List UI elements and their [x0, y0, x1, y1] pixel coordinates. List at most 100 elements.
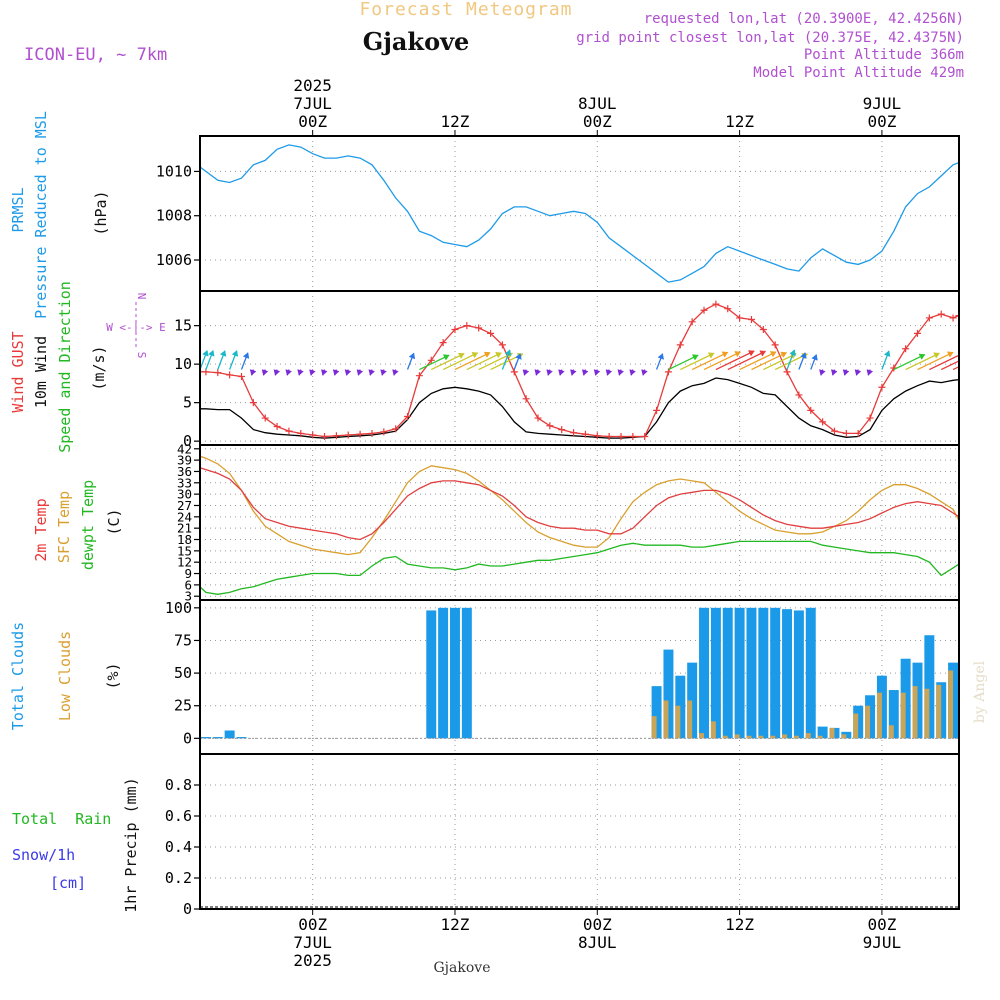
total-cloud-bar [770, 607, 781, 739]
wind-arrow-head [483, 351, 491, 358]
total-cloud-bar [426, 610, 437, 739]
total-cloud-bar [924, 635, 935, 739]
y-tick-label: 0 [183, 900, 192, 918]
total-cloud-bar [449, 607, 460, 739]
wind-arrow [680, 352, 715, 371]
y-tick-label: 0.8 [165, 776, 192, 794]
wind-arrow-head [780, 351, 788, 358]
y-tick-label: 50 [174, 664, 192, 682]
wind-arrow-head [789, 349, 796, 357]
footer-city: Gjakove [434, 960, 491, 976]
total-cloud-bar [224, 730, 235, 739]
wind-arrow [905, 352, 940, 371]
time-label-bottom: 9JUL [863, 933, 902, 952]
wind-arrow-head [309, 369, 316, 376]
gust-marker [653, 406, 661, 414]
gust-marker [415, 372, 423, 380]
wind-arrow-head [883, 350, 891, 357]
wind-arrow-head [515, 353, 522, 360]
clouds-series-group [200, 607, 1000, 739]
wind-labels: Wind GUST 10m Wind Speed and Direction (… [9, 281, 166, 453]
gust-marker [321, 433, 329, 441]
y-tick-label: 27 [177, 498, 192, 513]
time-label-bottom: 8JUL [578, 933, 617, 952]
gust-marker [200, 368, 204, 376]
pressure-series-group [200, 144, 959, 283]
y-tick-label: 18 [177, 532, 192, 547]
wind-arrow [454, 351, 491, 371]
y-tick-label: 21 [177, 521, 192, 536]
total-cloud-bar [236, 737, 247, 739]
low-cloud-bar [924, 688, 930, 739]
wind-arrow-head [408, 352, 416, 360]
gust-marker [641, 433, 649, 441]
gust-marker [878, 383, 886, 391]
sfc-label: SFC Temp [55, 491, 73, 563]
wind-arrow-head [344, 369, 352, 376]
panel-frame [199, 135, 960, 292]
time-label-top: 00Z [583, 112, 612, 131]
total-cloud-bar [722, 607, 733, 739]
gust-marker [955, 312, 959, 320]
gust-marker [747, 315, 755, 323]
wind-arrow-head [800, 352, 807, 359]
wind-arrow-head [273, 369, 281, 376]
total-cloud-bar [960, 704, 970, 738]
gust-marker [522, 395, 530, 403]
wind-arrow-head [991, 351, 997, 356]
point-altitude: Point Altitude 366m [804, 47, 964, 63]
low-cloud-bar [651, 716, 657, 739]
wind-speed-label: Speed and Direction [56, 281, 74, 453]
gust-marker [676, 341, 684, 349]
gust-marker [949, 314, 957, 322]
gust-marker [249, 399, 257, 407]
gust-marker [261, 414, 269, 422]
wind-arrow-head [534, 369, 542, 376]
time-label-top: 9JUL [863, 94, 902, 113]
panel-frame [199, 599, 960, 755]
time-labels: 20257JUL00Z12Z8JUL00Z12Z9JUL00Z12Z00Z7JU… [293, 76, 902, 970]
wind-arrow [751, 351, 787, 371]
wind-arrow-head [471, 352, 479, 359]
low-cloud-bar [793, 735, 799, 739]
gust-marker [866, 414, 874, 422]
y-tick-label: 100 [165, 599, 192, 617]
gust-marker [332, 432, 340, 440]
pressure-unit: (hPa) [92, 190, 110, 235]
low-cloud-bar [770, 735, 776, 739]
gust-marker [617, 433, 625, 441]
precip-labels: Total Rain Snow/1h [cm] 1hr Precip (mm) [12, 777, 140, 912]
low-cloud-bar [699, 733, 705, 739]
wind10-line [200, 377, 959, 439]
gust-marker [392, 425, 400, 433]
time-label-top: 8JUL [578, 94, 617, 113]
gust-marker [925, 314, 933, 322]
wind-arrow [739, 351, 777, 371]
wind-arrow-head [933, 352, 940, 359]
wind-arrow [466, 352, 502, 371]
pressure-label: Pressure Reduced to MSL [32, 111, 50, 319]
wind-arrow-head [617, 369, 625, 376]
low-cloud-bar [948, 670, 954, 739]
gust-marker [427, 356, 435, 364]
pressure-labels: PRMSL Pressure Reduced to MSL (hPa) [9, 111, 110, 319]
y-tick-label: 5 [183, 394, 192, 412]
gust-marker [273, 423, 281, 431]
low-cloud-bar [996, 734, 1000, 738]
gust-marker [902, 345, 910, 353]
time-label-top: 12Z [441, 112, 470, 131]
y-tick-label: 42 [177, 441, 192, 456]
total-cloud-bar [972, 737, 982, 738]
low-cloud-bar [782, 734, 788, 739]
y-tick-label: 36 [177, 464, 192, 479]
faded-title: Forecast Meteogram [359, 0, 572, 20]
low-cloud-bar [936, 684, 942, 739]
compass-s: S [135, 352, 148, 359]
gust-marker [830, 427, 838, 435]
requested-coords: requested lon,lat (20.3900E, 42.4256N) [644, 11, 964, 27]
gust-label: Wind GUST [9, 331, 27, 412]
t2m-line [200, 467, 959, 541]
low-cloud-bar [758, 735, 764, 739]
wind-arrow [691, 351, 729, 371]
gust-marker [404, 413, 412, 421]
